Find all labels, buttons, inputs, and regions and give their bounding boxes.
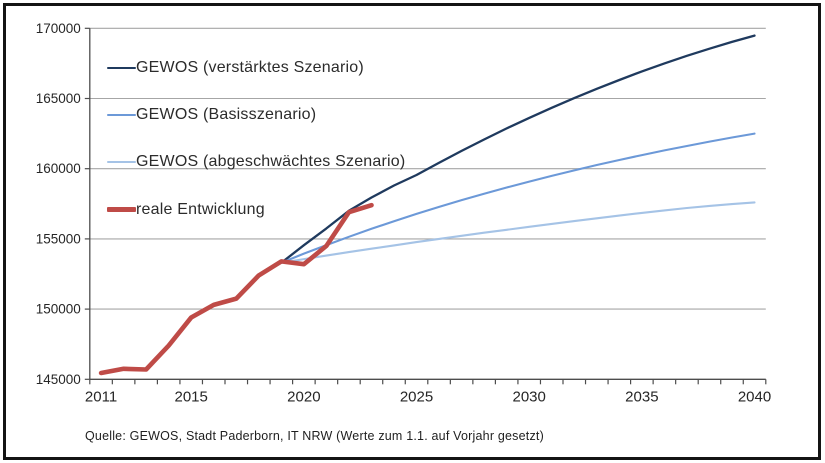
legend-swatch-reale-entwicklung xyxy=(107,207,136,213)
series-line-gewos-verst-rktes-szenario xyxy=(280,34,756,264)
legend-label: GEWOS (abgeschwächtes Szenario) xyxy=(136,153,406,171)
legend-label: GEWOS (Basisszenario) xyxy=(136,106,317,124)
x-tick-label: 2020 xyxy=(287,388,320,405)
x-tick-label: 2030 xyxy=(513,388,546,405)
y-tick-label: 150000 xyxy=(36,302,81,317)
x-tick-label: 2040 xyxy=(738,388,771,405)
legend-item-abgeschwaechtes-szenario: GEWOS (abgeschwächtes Szenario) xyxy=(107,139,405,186)
legend-label: reale Entwicklung xyxy=(136,200,265,218)
y-tick-label: 170000 xyxy=(36,21,81,36)
series-line-gewos-basisszenario xyxy=(280,132,756,264)
series-line-gewos-abgeschw-chtes-szenario xyxy=(280,201,756,264)
x-tick-label: 2015 xyxy=(175,388,208,405)
y-tick-label: 155000 xyxy=(36,231,81,246)
legend-label: GEWOS (verstärktes Szenario) xyxy=(136,58,364,76)
legend-item-verstaerktes-szenario: GEWOS (verstärktes Szenario) xyxy=(107,44,405,91)
y-tick-label: 160000 xyxy=(36,161,81,176)
legend-swatch-basisszenario xyxy=(107,114,136,117)
y-tick-label: 145000 xyxy=(36,372,81,387)
x-tick-label: 2035 xyxy=(625,388,658,405)
y-tick-label: 165000 xyxy=(36,91,81,106)
series-line-reale-entwicklung xyxy=(98,202,374,376)
legend-swatch-abgeschwaechtes-szenario xyxy=(107,161,136,164)
x-tick-label: 2025 xyxy=(400,388,433,405)
legend-swatch-verstaerktes-szenario xyxy=(107,66,136,69)
source-note: Quelle: GEWOS, Stadt Paderborn, IT NRW (… xyxy=(85,429,544,443)
legend-item-basisszenario: GEWOS (Basisszenario) xyxy=(107,91,405,138)
chart-legend: GEWOS (verstärktes Szenario) GEWOS (Basi… xyxy=(107,44,405,234)
legend-item-reale-entwicklung: reale Entwicklung xyxy=(107,186,405,233)
x-tick-label: 2011 xyxy=(85,388,117,405)
